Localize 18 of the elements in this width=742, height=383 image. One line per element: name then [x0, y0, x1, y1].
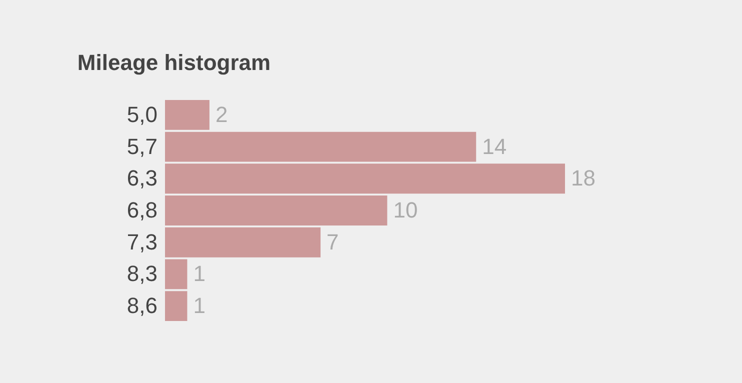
data-label: 1 — [193, 261, 206, 286]
bar — [165, 196, 388, 226]
data-label: 1 — [193, 293, 206, 318]
y-tick-label: 5,0 — [126, 102, 158, 127]
data-label: 2 — [215, 102, 228, 127]
data-label: 7 — [326, 229, 339, 254]
y-tick-label: 6,8 — [126, 198, 158, 222]
bar — [165, 291, 188, 322]
data-label: 14 — [482, 134, 507, 159]
chart-title: Mileage histogram — [77, 50, 271, 75]
y-tick-label: 8,6 — [126, 293, 158, 318]
bar — [165, 100, 210, 130]
data-label: 18 — [571, 166, 596, 191]
y-tick-label: 8,3 — [126, 261, 158, 286]
y-tick-label: 7,3 — [126, 229, 158, 254]
y-tick-label: 6,3 — [126, 166, 158, 191]
y-tick-label: 5,7 — [126, 134, 158, 159]
data-label: 10 — [393, 198, 418, 222]
